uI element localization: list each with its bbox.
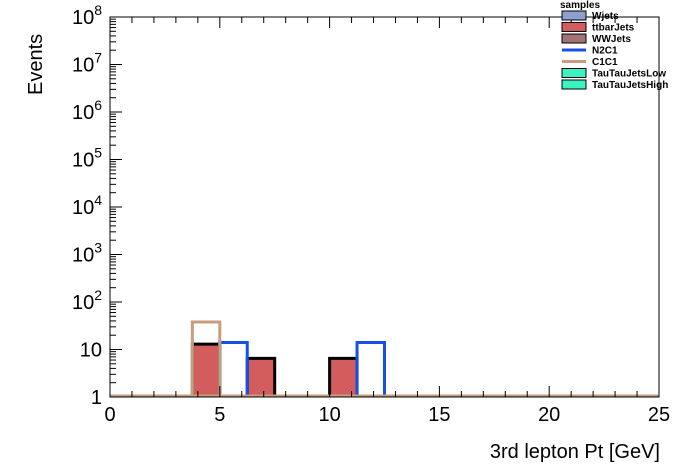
- y-tick-base: 1: [91, 387, 102, 409]
- legend-swatch-wjets: [561, 10, 587, 21]
- legend-label-wwjets: WWJets: [592, 34, 631, 45]
- y-tick-base: 10: [72, 7, 94, 29]
- y-tick-base: 10: [72, 197, 94, 219]
- y-tick-exponent: 2: [94, 287, 102, 303]
- y-tick-base: 10: [72, 245, 94, 267]
- y-tick-base: 10: [72, 55, 94, 77]
- n2c1-bin-0: [218, 341, 249, 397]
- legend-label-n2c1: N2C1: [592, 46, 618, 57]
- y-tick-exponent: 7: [94, 50, 102, 66]
- y-tick-label: 10: [80, 340, 102, 362]
- x-tick-label: 10: [318, 404, 340, 426]
- y-tick-exponent: 6: [94, 97, 102, 113]
- y-tick-exponent: 4: [94, 192, 102, 208]
- y-tick-label: 108: [72, 2, 102, 29]
- y-tick-label: 104: [72, 192, 102, 219]
- y-tick-label: 105: [72, 145, 102, 172]
- y-tick-base: 10: [80, 340, 102, 362]
- legend-label-ttbarjets: ttbarJets: [592, 23, 635, 34]
- legend-swatch-ttbarjets: [561, 22, 587, 32]
- c1c1-bin-0: [190, 320, 222, 397]
- legend-swatch-tautaujetslow: [561, 68, 587, 78]
- x-axis-title: 3rd lepton Pt [GeV]: [490, 441, 660, 463]
- x-tick-label: 0: [104, 404, 115, 426]
- legend-label-c1c1: C1C1: [592, 57, 618, 68]
- y-tick-base: 10: [72, 292, 94, 314]
- x-tick-label: 25: [648, 404, 670, 426]
- y-tick-label: 1: [91, 387, 102, 409]
- y-tick-base: 10: [72, 102, 94, 124]
- stack-bar-2: [329, 358, 358, 397]
- y-tick-base: 10: [72, 150, 94, 172]
- y-tick-exponent: 3: [94, 240, 102, 256]
- x-tick-label: 15: [428, 404, 450, 426]
- legend-label-tautaujetshigh: TauTauJetsHigh: [592, 80, 668, 91]
- y-tick-label: 103: [72, 240, 102, 267]
- y-tick-label: 102: [72, 287, 102, 314]
- n2c1-bin-1: [355, 341, 386, 397]
- legend: samples WjetsttbarJetsWWJetsN2C1C1C1TauT…: [560, 0, 668, 91]
- x-tick-label: 5: [214, 404, 225, 426]
- y-tick-label: 107: [72, 50, 102, 77]
- stack-bar-0: [192, 344, 220, 397]
- legend-swatch-tautaujetshigh: [561, 79, 587, 90]
- y-tick-exponent: 8: [94, 2, 102, 18]
- y-axis-title: Events: [25, 34, 47, 95]
- y-tick-exponent: 5: [94, 145, 102, 161]
- legend-swatch-wwjets: [561, 33, 587, 44]
- legend-title: samples: [560, 0, 600, 11]
- x-tick-label: 20: [538, 404, 560, 426]
- legend-label-wjets: Wjets: [592, 11, 619, 22]
- plot-area: [110, 320, 659, 398]
- y-tick-label: 106: [72, 97, 102, 124]
- legend-label-tautaujetslow: TauTauJetsLow: [592, 69, 666, 80]
- stack-bar-1: [247, 358, 275, 397]
